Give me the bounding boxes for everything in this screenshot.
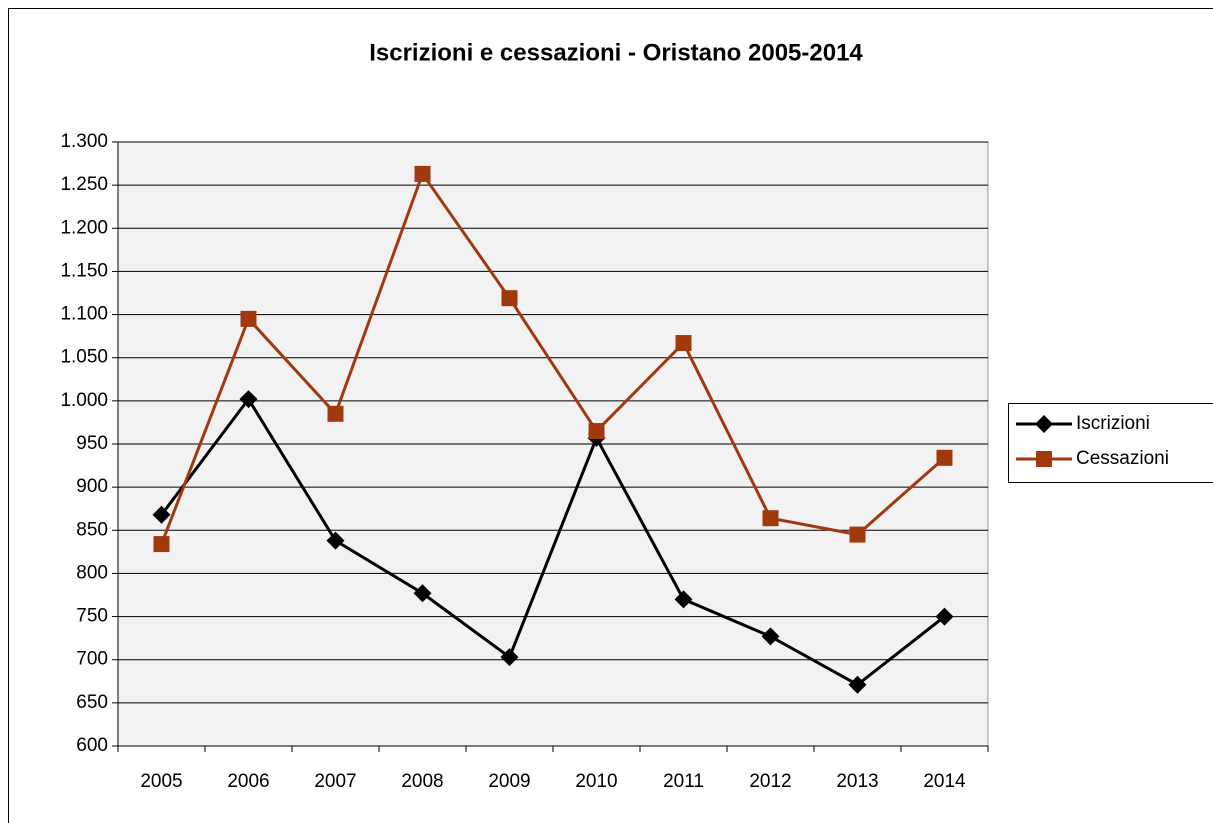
x-tick-label: 2006 [227,771,269,792]
legend-label: Cessazioni [1076,448,1169,469]
y-tick-label: 1.000 [60,390,108,411]
y-tick-label: 650 [76,692,108,713]
y-tick-label: 850 [76,519,108,540]
y-tick-label: 750 [76,606,108,627]
y-tick-label: 600 [76,735,108,756]
x-tick-label: 2007 [314,771,356,792]
x-tick-label: 2013 [836,771,878,792]
marker [1035,415,1053,433]
x-tick-label: 2014 [923,771,966,792]
marker [240,310,257,327]
chart-title: Iscrizioni e cessazioni - Oristano 2005-… [369,39,863,66]
x-tick-label: 2005 [140,771,182,792]
x-tick-label: 2008 [401,771,443,792]
marker [327,405,344,422]
marker [588,423,605,440]
marker [413,584,432,603]
y-tick-label: 1.150 [60,260,108,281]
marker [414,165,431,182]
marker [761,627,780,646]
legend-label: Iscrizioni [1076,413,1150,434]
y-tick-label: 1.200 [60,217,108,238]
x-tick-label: 2009 [488,771,530,792]
marker [326,531,345,550]
legend [1008,403,1213,483]
y-tick-label: 1.100 [60,304,108,325]
marker [501,290,518,307]
x-tick-label: 2011 [663,771,704,792]
x-tick-label: 2012 [749,771,791,792]
y-tick-label: 1.300 [60,131,108,152]
marker [674,590,693,609]
x-tick-label: 2010 [575,771,617,792]
y-tick-label: 950 [76,433,108,454]
y-tick-label: 700 [76,649,108,670]
marker [762,510,779,527]
y-tick-label: 800 [76,562,108,583]
marker [239,390,258,409]
y-tick-label: 1.250 [60,174,108,195]
marker [152,505,171,524]
marker [153,536,170,553]
series-line [160,396,946,687]
marker [1036,451,1052,467]
series-line [160,170,946,545]
marker [936,449,953,466]
y-tick-label: 900 [76,476,108,497]
marker [500,648,519,667]
marker [675,335,692,352]
marker [935,607,954,626]
marker [849,526,866,543]
marker [848,675,867,694]
y-tick-label: 1.050 [60,347,108,368]
